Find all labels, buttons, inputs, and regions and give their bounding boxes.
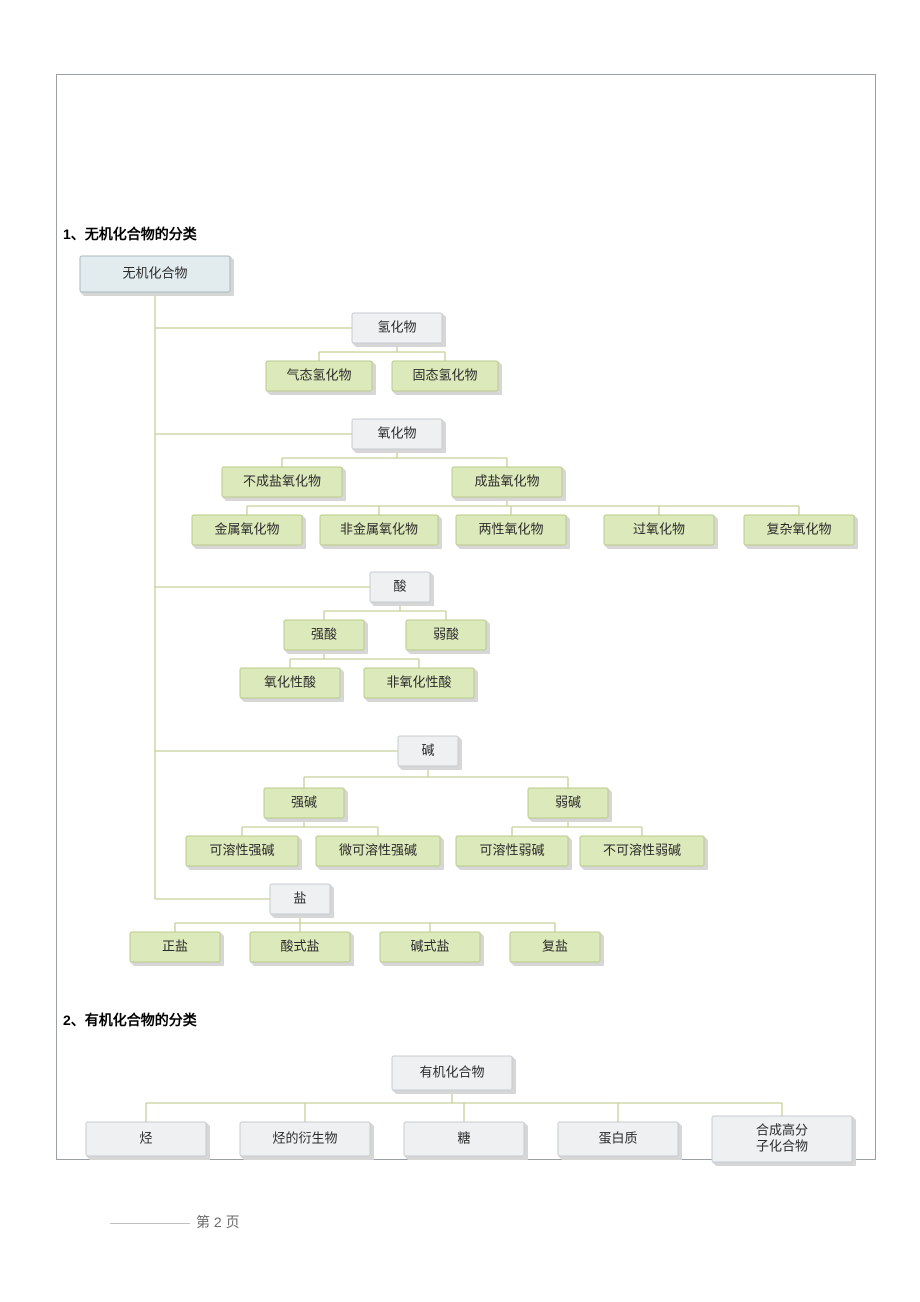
node-salt: 盐 — [270, 884, 334, 918]
svg-text:氧化性酸: 氧化性酸 — [264, 674, 316, 689]
svg-text:弱碱: 弱碱 — [555, 794, 581, 809]
svg-text:合成高分: 合成高分 — [756, 1122, 808, 1137]
svg-text:气态氢化物: 气态氢化物 — [286, 367, 351, 382]
node-ox24: 过氧化物 — [604, 515, 718, 549]
node-b1: 强碱 — [264, 788, 348, 822]
node-hyd2: 固态氢化物 — [392, 361, 502, 395]
page: 1、无机化合物的分类 2、有机化合物的分类 无机化合物氢化物气态氢化物固态氢化物… — [0, 0, 920, 1302]
node-hyd1: 气态氢化物 — [266, 361, 376, 395]
svg-text:酸: 酸 — [393, 578, 406, 593]
node-hyd: 氢化物 — [352, 313, 446, 347]
footer-rule — [110, 1223, 190, 1224]
node-oroot: 有机化合物 — [392, 1056, 516, 1094]
node-b12: 微可溶性强碱 — [316, 836, 444, 870]
node-ac12: 非氧化性酸 — [364, 668, 478, 702]
svg-text:子化合物: 子化合物 — [756, 1138, 808, 1153]
footer-text: 第 2 页 — [196, 1214, 240, 1230]
node-ox: 氧化物 — [352, 419, 446, 453]
page-footer: 第 2 页 — [110, 1212, 240, 1232]
svg-text:金属氧化物: 金属氧化物 — [214, 521, 279, 536]
node-s1: 正盐 — [130, 932, 224, 966]
tree-svg: 无机化合物氢化物气态氢化物 固态氢化物氧化物不成盐氧化物 成盐氧化物金属氧化物 非金属… — [0, 0, 920, 1302]
svg-text:不可溶性弱碱: 不可溶性弱碱 — [603, 842, 681, 857]
svg-text:强酸: 强酸 — [311, 626, 337, 641]
svg-text:不成盐氧化物: 不成盐氧化物 — [243, 473, 321, 488]
node-s3: 碱式盐 — [380, 932, 484, 966]
svg-text:烃的衍生物: 烃的衍生物 — [272, 1130, 337, 1145]
node-acid: 酸 — [370, 572, 434, 606]
node-b11: 可溶性强碱 — [186, 836, 302, 870]
svg-text:蛋白质: 蛋白质 — [598, 1130, 637, 1145]
node-o4: 蛋白质 — [558, 1122, 682, 1160]
node-ox1: 不成盐氧化物 — [222, 467, 346, 501]
svg-text:非氧化性酸: 非氧化性酸 — [386, 674, 451, 689]
svg-text:碱: 碱 — [421, 742, 434, 757]
node-ox22: 非金属氧化物 — [320, 515, 442, 549]
node-s2: 酸式盐 — [250, 932, 354, 966]
node-base: 碱 — [398, 736, 462, 770]
node-ox2: 成盐氧化物 — [452, 467, 566, 501]
svg-text:酸式盐: 酸式盐 — [280, 938, 319, 953]
node-ac2: 弱酸 — [406, 620, 490, 654]
svg-text:正盐: 正盐 — [162, 938, 188, 953]
svg-text:复盐: 复盐 — [542, 938, 568, 953]
node-o2: 烃的衍生物 — [240, 1122, 374, 1160]
node-ox21: 金属氧化物 — [192, 515, 306, 549]
node-o5: 合成高分子化合物 — [712, 1116, 856, 1166]
svg-text:复杂氧化物: 复杂氧化物 — [766, 521, 831, 536]
svg-text:盐: 盐 — [293, 890, 306, 905]
node-ac1: 强酸 — [284, 620, 368, 654]
svg-text:氧化物: 氧化物 — [377, 425, 416, 440]
svg-text:烃: 烃 — [139, 1130, 152, 1145]
node-ac11: 氧化性酸 — [240, 668, 344, 702]
node-s4: 复盐 — [510, 932, 604, 966]
node-b22: 不可溶性弱碱 — [580, 836, 708, 870]
node-root: 无机化合物 — [80, 256, 234, 296]
svg-text:过氧化物: 过氧化物 — [633, 521, 685, 536]
svg-text:固态氢化物: 固态氢化物 — [412, 367, 477, 382]
node-b2: 弱碱 — [528, 788, 612, 822]
svg-text:氢化物: 氢化物 — [377, 319, 416, 334]
node-ox25: 复杂氧化物 — [744, 515, 858, 549]
svg-text:可溶性弱碱: 可溶性弱碱 — [479, 842, 544, 857]
svg-text:糖: 糖 — [457, 1130, 470, 1145]
node-o1: 烃 — [86, 1122, 210, 1160]
svg-text:两性氧化物: 两性氧化物 — [478, 521, 543, 536]
node-ox23: 两性氧化物 — [456, 515, 570, 549]
svg-text:可溶性强碱: 可溶性强碱 — [209, 842, 274, 857]
node-o3: 糖 — [404, 1122, 528, 1160]
svg-text:成盐氧化物: 成盐氧化物 — [474, 473, 539, 488]
svg-text:有机化合物: 有机化合物 — [419, 1064, 484, 1079]
svg-text:弱酸: 弱酸 — [433, 626, 459, 641]
svg-text:强碱: 强碱 — [291, 794, 317, 809]
svg-text:微可溶性强碱: 微可溶性强碱 — [339, 842, 417, 857]
svg-text:无机化合物: 无机化合物 — [122, 265, 187, 280]
svg-text:非金属氧化物: 非金属氧化物 — [340, 521, 418, 536]
node-b21: 可溶性弱碱 — [456, 836, 572, 870]
svg-text:碱式盐: 碱式盐 — [410, 938, 449, 953]
